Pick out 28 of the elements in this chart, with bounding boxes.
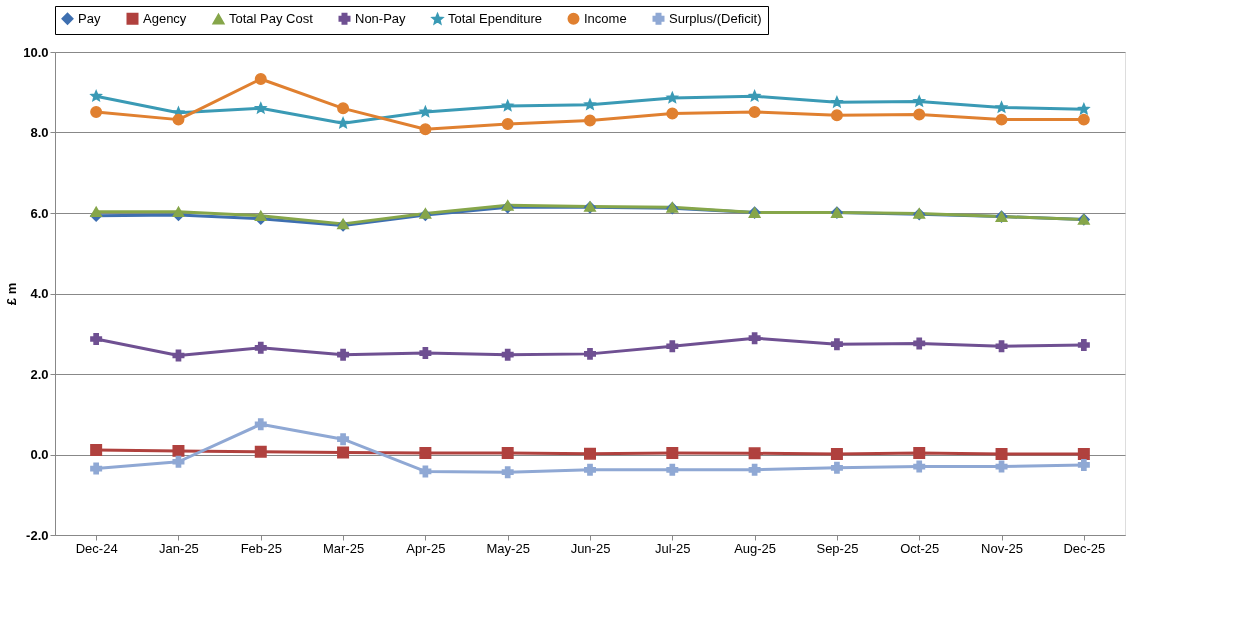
y-tick-label: 10.0 [23,44,49,60]
x-tick-label: Feb-25 [240,540,282,556]
x-tick-label: Oct-25 [900,540,940,556]
x-tick-label: Jun-25 [570,540,611,556]
y-tick-label: 0.0 [30,447,49,462]
legend-label: Total Pay Cost [229,11,314,27]
y-tick-label: -2.0 [26,527,49,543]
legend-label: Non-Pay [355,10,407,26]
y-tick-label: 4.0 [30,286,49,301]
legend-label: Pay [78,10,101,26]
y-axis-title: £ m [4,282,20,306]
y-tick-label: 6.0 [30,205,49,221]
y-tick-label: 2.0 [30,366,49,382]
x-tick-label: Mar-25 [322,540,365,556]
x-tick-label: Nov-25 [981,540,1023,556]
x-tick-label: Jan-25 [159,540,199,556]
legend-label: Agency [143,10,187,26]
x-tick-label: Jul-25 [655,540,691,556]
legend-label: Total Ependiture [448,11,542,27]
y-tick-label: 8.0 [30,125,49,140]
legend-label: Income [584,10,627,26]
legend-label: Surplus/(Deficit) [669,10,762,26]
x-tick-label: May-25 [486,540,530,556]
x-tick-label: Dec-25 [1063,540,1106,556]
x-tick-label: Aug-25 [734,540,777,556]
x-tick-label: Dec-24 [75,540,118,556]
x-tick-label: Sep-25 [816,540,859,556]
x-tick-label: Apr-25 [406,540,446,556]
